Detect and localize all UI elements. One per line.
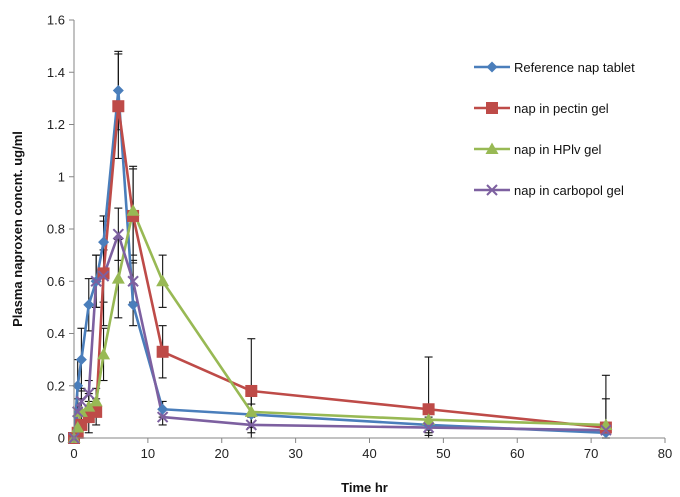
legend-item: nap in pectin gel	[474, 101, 609, 116]
data-point-series-1	[98, 236, 110, 248]
series-line-4	[72, 232, 606, 439]
x-tick-label: 10	[141, 446, 155, 461]
data-point-series-4	[422, 421, 435, 434]
data-point-series-4	[245, 419, 258, 431]
data-point-series-2	[245, 384, 258, 397]
data-point-series-4	[112, 228, 125, 240]
x-tick-label: 30	[288, 446, 302, 461]
legend-swatch-marker	[486, 102, 498, 114]
y-tick-label: 1	[58, 169, 65, 184]
y-tick-label: 1.4	[47, 65, 65, 80]
series-markers	[67, 85, 613, 444]
data-point-series-3	[97, 347, 111, 360]
series-line-3	[72, 209, 606, 439]
x-tick-label: 80	[658, 446, 672, 461]
data-point-series-1	[83, 299, 95, 311]
x-tick-label: 50	[436, 446, 450, 461]
data-point-series-2	[112, 100, 125, 113]
x-axis-ticks: 0 10 20 30 40 50 60 70 80	[70, 438, 672, 461]
y-tick-label: 1.6	[47, 13, 65, 28]
data-point-series-4	[97, 270, 110, 282]
data-point-series-3	[422, 413, 436, 425]
data-point-series-3	[126, 204, 140, 216]
legend-label: nap in pectin gel	[514, 101, 609, 116]
data-point-series-3	[244, 405, 258, 417]
legend-swatch-marker	[486, 184, 498, 196]
x-tick-label: 60	[510, 446, 524, 461]
data-point-series-3	[111, 272, 125, 284]
y-axis-ticks: 0 0.2 0.4 0.6 0.8 1 1.2 1.4 1.6	[47, 13, 74, 446]
y-tick-label: 0.6	[47, 274, 65, 289]
data-point-series-4	[156, 411, 169, 423]
legend-item: nap in carbopol gel	[474, 183, 624, 198]
y-axis-title: Plasma naproxen concnt. ug/ml	[10, 131, 25, 327]
data-point-series-1	[75, 354, 87, 366]
legend-item: nap in HPlv gel	[474, 142, 602, 157]
x-tick-label: 0	[70, 446, 77, 461]
legend: Reference nap tablet nap in pectin gel nap…	[474, 60, 635, 198]
y-tick-label: 1.2	[47, 117, 65, 132]
data-point-series-3	[156, 274, 170, 287]
data-point-series-1	[157, 403, 169, 415]
y-tick-label: 0.2	[47, 378, 65, 393]
y-tick-label: 0	[58, 431, 65, 446]
data-point-series-3	[82, 400, 96, 412]
x-tick-label: 40	[362, 446, 376, 461]
data-point-series-4	[90, 275, 102, 287]
x-axis-title: Time hr	[341, 480, 388, 495]
data-point-series-2	[156, 345, 169, 358]
data-point-series-3	[89, 394, 103, 407]
legend-label: Reference nap tablet	[514, 60, 635, 75]
data-point-series-1	[112, 85, 124, 97]
y-tick-label: 0.8	[47, 222, 65, 237]
legend-swatch-marker	[486, 61, 498, 73]
legend-label: nap in carbopol gel	[514, 183, 624, 198]
data-point-series-1	[127, 299, 139, 311]
y-tick-label: 0.4	[47, 326, 65, 341]
legend-label: nap in HPlv gel	[514, 142, 602, 157]
data-point-series-4	[83, 387, 95, 400]
data-point-series-1	[72, 380, 84, 392]
data-point-series-2	[422, 403, 435, 416]
data-point-series-4	[600, 424, 612, 436]
legend-swatch-marker	[485, 142, 499, 154]
data-point-series-4	[127, 275, 139, 287]
data-point-series-3	[74, 405, 88, 417]
x-tick-label: 20	[215, 446, 229, 461]
legend-item: Reference nap tablet	[474, 60, 635, 75]
x-tick-label: 70	[584, 446, 598, 461]
